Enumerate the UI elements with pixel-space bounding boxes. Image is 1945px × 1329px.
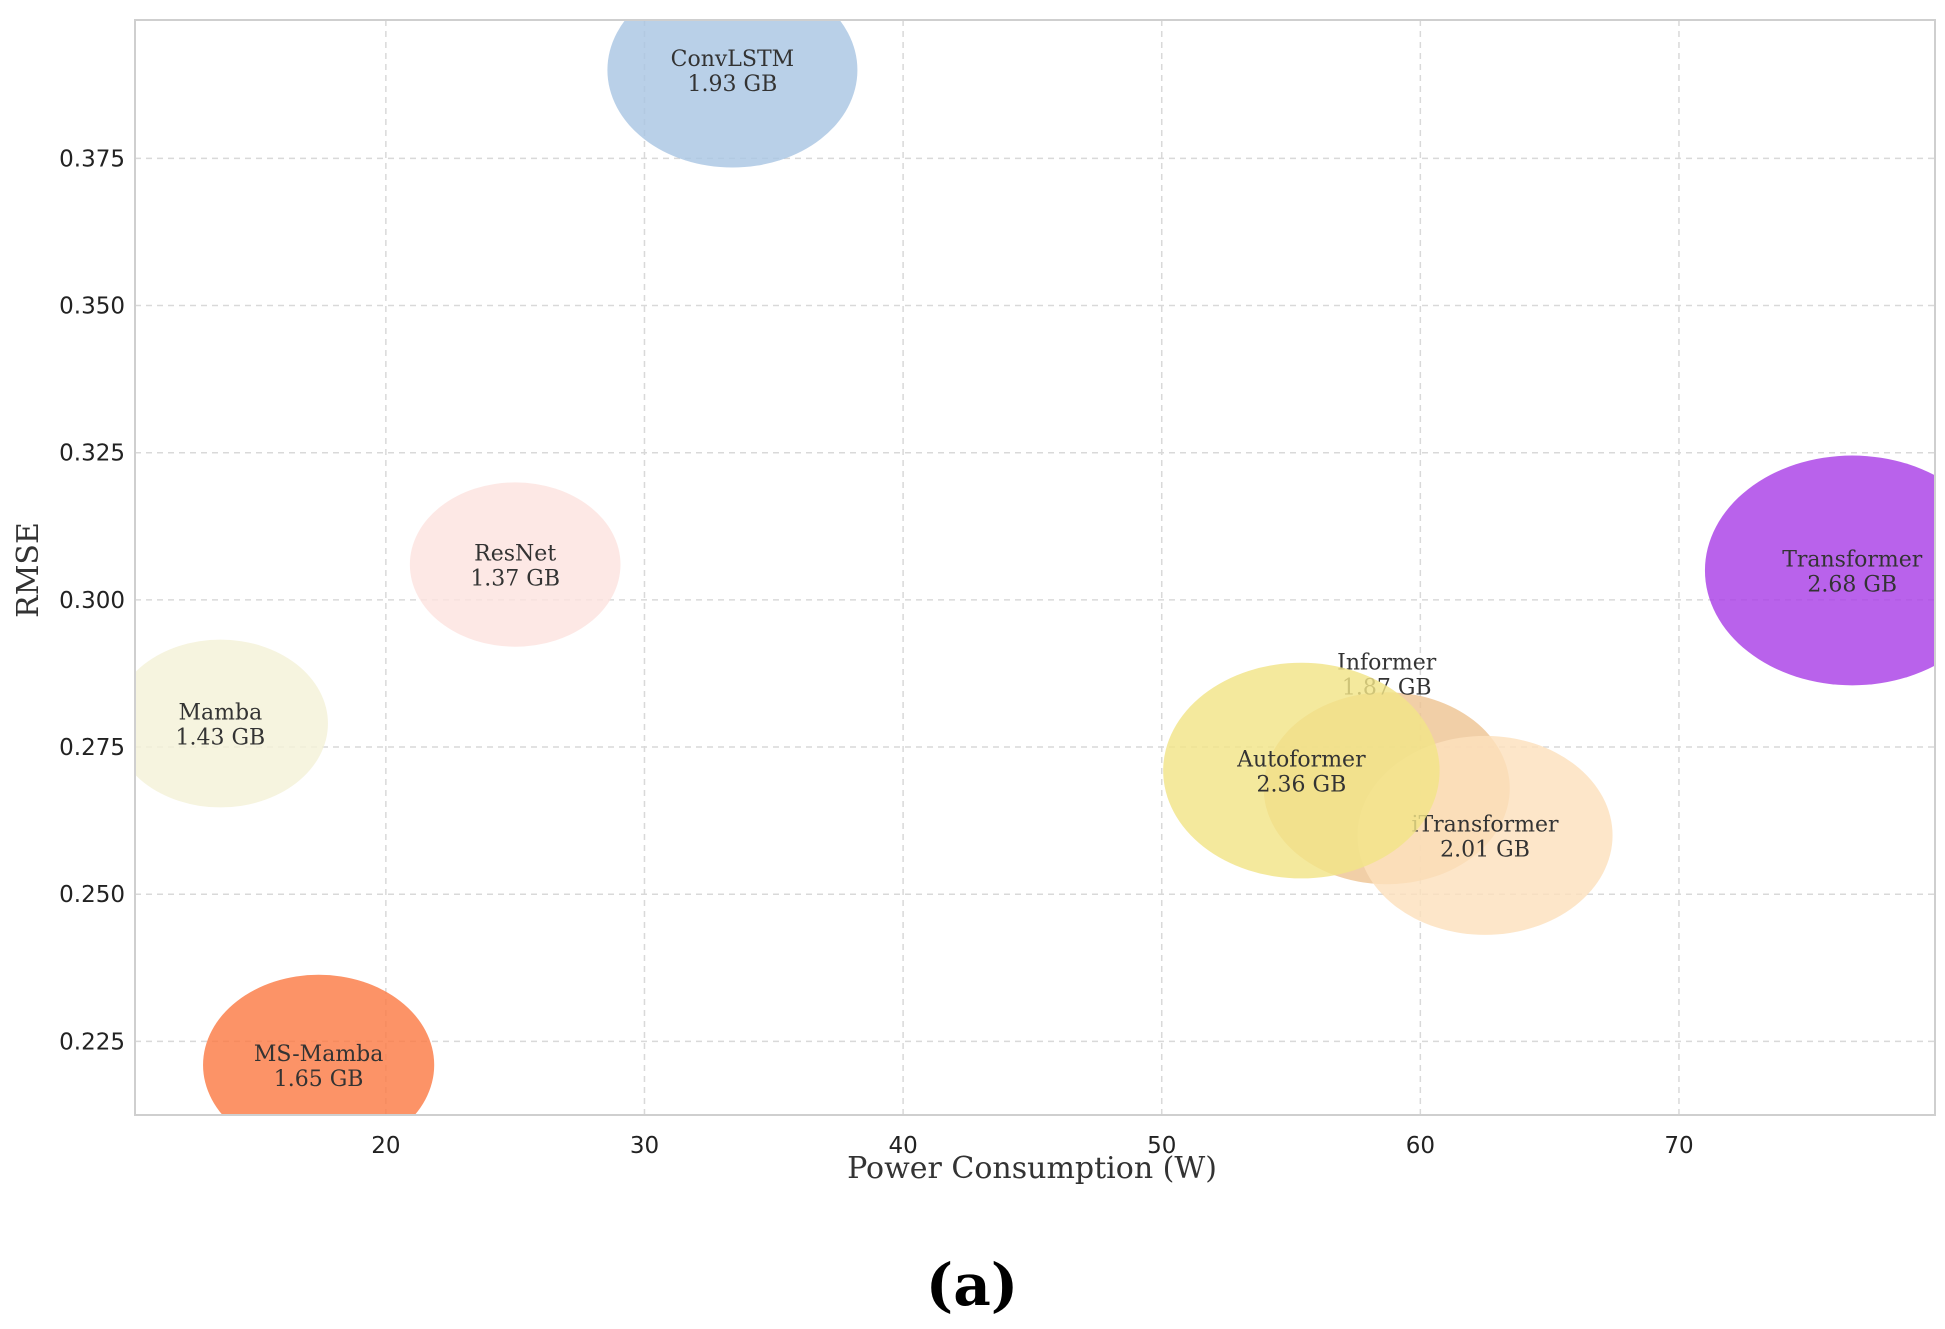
bubble-name-label: Transformer xyxy=(1782,547,1923,572)
bubble-name-label: ConvLSTM xyxy=(671,47,795,72)
x-axis-ticks: 20 30 40 50 60 70 xyxy=(371,1133,1693,1159)
bubble-mark xyxy=(1704,455,1935,686)
bubble-mark xyxy=(1163,662,1440,879)
bubble-name-label: iTransformer xyxy=(1411,812,1559,837)
bubble-size-label: 2.01 GB xyxy=(1440,837,1530,862)
y-tick-label: 0.225 xyxy=(59,1029,125,1055)
bubble-size-label: 1.43 GB xyxy=(175,726,265,751)
plot-frame xyxy=(134,19,1936,1116)
bubble-size-label: 2.36 GB xyxy=(1257,773,1347,798)
x-tick-label: 40 xyxy=(888,1133,917,1159)
bubble-size-label: 1.93 GB xyxy=(688,72,778,97)
x-tick-label: 30 xyxy=(630,1133,659,1159)
bubble-name-label: Mamba xyxy=(178,701,262,726)
y-tick-label: 0.325 xyxy=(59,441,125,467)
bubble-size-label: 1.37 GB xyxy=(470,567,560,592)
y-axis-ticks: 0.225 0.250 0.275 0.300 0.325 0.350 0.375 xyxy=(59,146,125,1055)
bubble-mark xyxy=(135,639,328,808)
x-tick-label: 20 xyxy=(371,1133,400,1159)
panel-label: (a) xyxy=(926,1251,1018,1319)
x-tick-label: 50 xyxy=(1147,1133,1176,1159)
bubble-mark xyxy=(203,974,435,1115)
bubble-name-label: ResNet xyxy=(474,542,556,567)
y-axis-title: RMSE xyxy=(11,522,46,618)
x-tick-label: 60 xyxy=(1406,1133,1435,1159)
y-tick-label: 0.250 xyxy=(59,882,125,908)
y-tick-label: 0.350 xyxy=(59,294,125,320)
bubble-mark xyxy=(409,482,621,647)
plot-background xyxy=(135,20,1935,1115)
x-axis-title: Power Consumption (W) xyxy=(847,1151,1217,1186)
bubble-size-label: 1.65 GB xyxy=(274,1067,364,1092)
bubble-mark xyxy=(607,20,858,168)
y-tick-label: 0.375 xyxy=(59,146,125,172)
x-tick-label: 70 xyxy=(1664,1133,1693,1159)
bubble-size-label: 2.68 GB xyxy=(1807,572,1897,597)
bubble-name-label: Autoformer xyxy=(1236,748,1366,773)
y-tick-label: 0.275 xyxy=(59,735,125,761)
y-tick-label: 0.300 xyxy=(59,588,125,614)
bubble-name-label: MS-Mamba xyxy=(254,1042,384,1067)
